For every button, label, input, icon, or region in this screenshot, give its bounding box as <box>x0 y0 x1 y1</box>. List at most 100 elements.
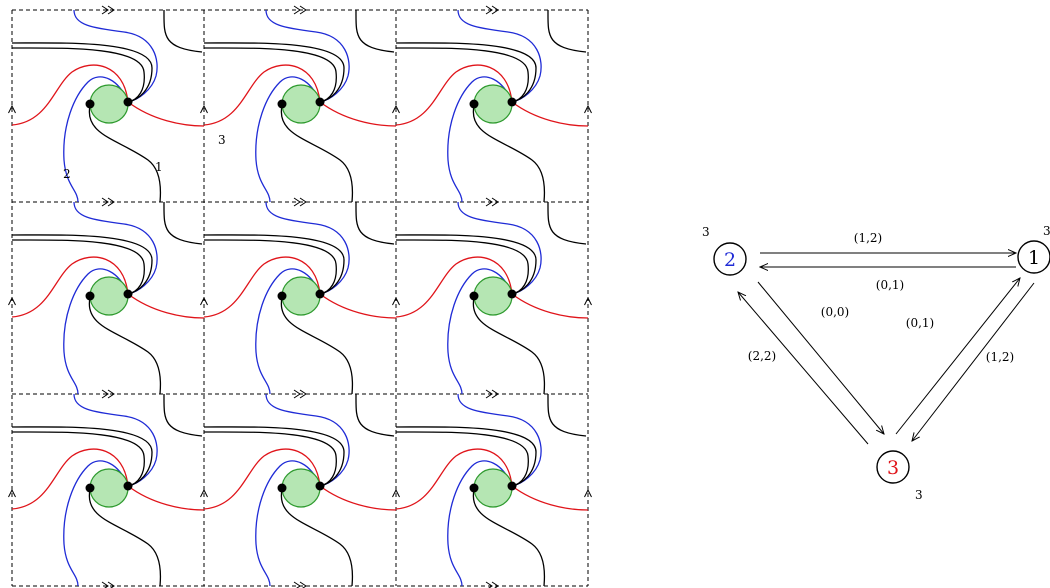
strand-path <box>163 201 203 245</box>
chevron-up-mark <box>392 104 400 114</box>
black-node <box>507 481 517 491</box>
strand-path <box>255 76 321 203</box>
strand-path <box>11 448 129 510</box>
double-chevron-mark <box>293 197 307 207</box>
double-chevron-mark <box>293 5 307 15</box>
boundary-disk <box>473 84 513 124</box>
boundary-disk <box>281 276 321 316</box>
tiling-cell <box>395 9 589 203</box>
strand-path <box>472 489 546 587</box>
chevron-up-mark <box>584 296 592 306</box>
double-chevron-mark <box>101 197 115 207</box>
strand-path <box>395 426 537 487</box>
boundary-disk <box>281 84 321 124</box>
strand-path <box>203 42 345 103</box>
strand-path <box>395 239 529 295</box>
black-node <box>469 291 479 301</box>
strand-path <box>355 9 395 53</box>
double-chevron-mark <box>293 581 307 588</box>
strand-path <box>511 293 589 319</box>
strand-path <box>203 448 321 510</box>
strand-path <box>355 393 395 437</box>
strand-path <box>88 297 162 395</box>
quiver: (1,2) (0,1) (0,0) (2,2) (0,1) (1,2) 2 3 … <box>702 224 1050 502</box>
chevron-up-mark <box>584 104 592 114</box>
quiver-node-1: 1 3 <box>1017 224 1050 274</box>
black-node <box>277 483 287 493</box>
strand-path <box>265 9 350 103</box>
strand-path <box>395 234 537 295</box>
black-node <box>315 97 325 107</box>
quiver-edge-3-to-1 <box>895 278 1020 435</box>
strand-path <box>447 460 513 587</box>
chevron-up-mark <box>200 488 208 498</box>
edge-label-2-to-3: (0,0) <box>821 305 849 319</box>
strand-path <box>163 393 203 437</box>
strand-path <box>255 268 321 395</box>
edge-label-2-to-1: (1,2) <box>854 231 882 245</box>
tiling-cell <box>203 393 397 587</box>
black-node <box>507 289 517 299</box>
strand-path <box>355 201 395 245</box>
black-node <box>277 291 287 301</box>
strand-path <box>127 485 205 511</box>
black-node <box>85 99 95 109</box>
strand-path <box>395 448 513 510</box>
strand-label-red: 3 <box>218 133 226 147</box>
black-node <box>123 289 133 299</box>
strand-path <box>63 460 129 587</box>
strand-path <box>203 431 337 487</box>
strand-path <box>395 47 529 103</box>
strand-path <box>457 201 542 295</box>
strand-path <box>547 201 587 245</box>
quiver-node-2: 2 3 <box>702 225 747 276</box>
node-weight-3: 3 <box>915 488 923 502</box>
strand-path <box>280 489 354 587</box>
chevron-up-mark <box>8 488 16 498</box>
strand-path <box>203 47 337 103</box>
boundary-disk <box>89 468 129 508</box>
strand-path <box>319 101 397 127</box>
black-node <box>469 99 479 109</box>
chevron-up-mark <box>8 296 16 306</box>
strand-path <box>280 105 354 203</box>
double-chevron-mark <box>485 197 499 207</box>
double-chevron-mark <box>485 389 499 399</box>
node-label-2: 2 <box>724 249 736 271</box>
tiling-cell <box>11 9 205 203</box>
strand-label-blue: 2 <box>63 167 71 181</box>
tiling-cell <box>395 201 589 395</box>
double-chevron-mark <box>485 5 499 15</box>
strand-path <box>11 64 129 126</box>
strand-path <box>547 393 587 437</box>
strand-path <box>395 42 537 103</box>
node-label-1: 1 <box>1028 247 1040 269</box>
strand-path <box>127 101 205 127</box>
tiling-cells <box>11 9 589 587</box>
strand-path <box>457 393 542 487</box>
strand-path <box>11 42 153 103</box>
strand-path <box>203 256 321 318</box>
strand-path <box>511 101 589 127</box>
edge-label-1-to-3: (1,2) <box>986 350 1014 364</box>
strand-path <box>11 47 145 103</box>
strand-path <box>88 105 162 203</box>
strand-path <box>319 485 397 511</box>
boundary-disk <box>89 276 129 316</box>
quiver-node-3: 3 3 <box>876 450 923 502</box>
black-node <box>85 483 95 493</box>
chevron-up-mark <box>584 488 592 498</box>
node-label-3: 3 <box>887 457 899 479</box>
tiling-cell <box>11 201 205 395</box>
strand-path <box>203 239 337 295</box>
black-node <box>469 483 479 493</box>
double-chevron-mark <box>485 581 499 588</box>
strand-path <box>457 9 542 103</box>
chevron-up-mark <box>200 104 208 114</box>
double-chevron-mark <box>101 389 115 399</box>
strand-path <box>547 9 587 53</box>
strand-path <box>73 393 158 487</box>
boundary-disk <box>281 468 321 508</box>
strand-path <box>63 268 129 395</box>
tiling-cell <box>203 9 397 203</box>
